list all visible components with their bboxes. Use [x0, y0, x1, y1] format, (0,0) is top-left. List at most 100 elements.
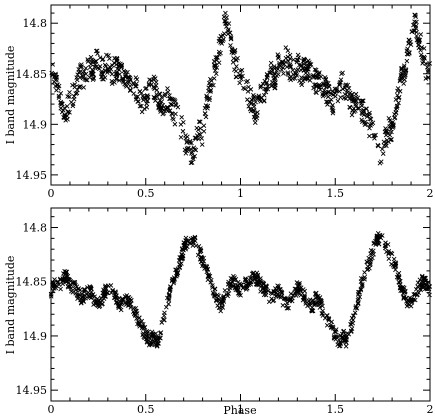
top-data-point [189, 149, 195, 155]
top-data-point [97, 55, 103, 60]
bottom-data-point [308, 301, 313, 306]
top-data-point [370, 120, 376, 126]
top-data-point [379, 146, 385, 152]
top-data-point [358, 99, 363, 104]
bottom-data-point [240, 285, 246, 291]
bottom-data-point [288, 291, 294, 296]
top-data-point [414, 33, 419, 39]
top-data-point [99, 69, 105, 74]
bottom-data-point [113, 292, 118, 297]
bottom-data-point [66, 280, 71, 286]
bottom-x-tick-label: 2 [427, 403, 434, 416]
bottom-data-point [93, 301, 99, 307]
bottom-data-point [367, 265, 372, 271]
bottom-data-point [166, 297, 172, 303]
top-x-tick-label: 0 [48, 187, 55, 200]
top-data-point [77, 69, 83, 75]
top-data-point [179, 114, 185, 120]
top-data-point [313, 67, 319, 73]
bottom-data-point [362, 270, 367, 275]
bottom-data-point [68, 286, 74, 291]
top-data-point [413, 12, 418, 18]
bottom-data-point [73, 287, 79, 293]
bottom-data-point [103, 294, 109, 299]
bottom-y-tick-label: 14.8 [23, 222, 48, 235]
top-data-point [251, 101, 257, 107]
bottom-data-point [348, 328, 354, 334]
top-data-point [114, 69, 119, 75]
top-data-point [303, 66, 309, 72]
bottom-data-point [166, 292, 172, 298]
top-data-point [392, 115, 398, 120]
top-data-point [63, 117, 69, 123]
top-data-point [287, 62, 293, 67]
bottom-data-point [63, 271, 69, 276]
top-data-point [65, 109, 71, 115]
top-y-tick-label: 14.85 [16, 68, 48, 81]
top-data-point [89, 70, 95, 76]
top-data-point [314, 84, 319, 90]
top-data-point [299, 75, 304, 80]
bottom-data-point [260, 284, 266, 290]
bottom-data-point [236, 292, 242, 297]
top-data-point [114, 58, 119, 64]
top-data-point [123, 82, 129, 88]
top-data-point [205, 105, 210, 111]
bottom-data-point [117, 304, 122, 310]
top-data-point [65, 94, 70, 99]
bottom-data-point [265, 288, 271, 294]
bottom-data-point [335, 334, 341, 339]
top-data-point [60, 101, 65, 107]
top-data-point [343, 83, 348, 89]
top-data-point [231, 49, 237, 54]
top-data-point [292, 76, 298, 81]
bottom-data-point [65, 283, 71, 289]
top-data-point [193, 147, 199, 153]
top-data-point [360, 111, 365, 117]
top-data-point [165, 89, 171, 95]
top-data-point [211, 76, 217, 81]
top-data-point [367, 122, 373, 128]
top-data-point [172, 99, 178, 104]
top-data-point [254, 115, 260, 121]
bottom-data-point [420, 279, 426, 284]
top-data-point [119, 64, 124, 69]
top-data-point [213, 71, 219, 77]
top-data-point [320, 91, 325, 97]
top-data-point [202, 111, 208, 116]
bottom-data-point [401, 294, 407, 300]
top-data-point [153, 98, 158, 103]
top-data-point [381, 139, 387, 145]
top-data-point [139, 103, 144, 109]
top-data-point [62, 112, 67, 117]
top-data-point [107, 64, 112, 70]
bottom-data-point [287, 297, 293, 302]
bottom-data-point [143, 336, 149, 342]
top-data-point [324, 99, 329, 105]
bottom-data-point [166, 301, 171, 307]
top-data-point [58, 101, 64, 107]
top-data-point [226, 27, 231, 32]
top-data-point [304, 75, 310, 80]
top-data-point [102, 62, 108, 68]
top-data-point [240, 73, 245, 79]
top-data-point [83, 77, 88, 83]
bottom-data-point [370, 248, 376, 254]
top-data-point [299, 82, 305, 88]
top-data-point [326, 84, 332, 90]
bottom-data-point [266, 299, 272, 305]
top-data-point [143, 86, 148, 92]
top-data-point [325, 89, 331, 95]
bottom-data-point [196, 243, 202, 249]
top-data-point [284, 64, 290, 70]
bottom-data-point [210, 283, 215, 288]
top-data-point [151, 84, 156, 90]
bottom-data-point [177, 264, 183, 270]
top-data-point [56, 86, 61, 91]
top-data-point [100, 72, 106, 77]
top-data-point [187, 140, 193, 145]
bottom-data-point [385, 242, 391, 247]
bottom-data-point [283, 296, 289, 302]
bottom-data-point [204, 265, 209, 270]
top-data-point [173, 111, 178, 117]
